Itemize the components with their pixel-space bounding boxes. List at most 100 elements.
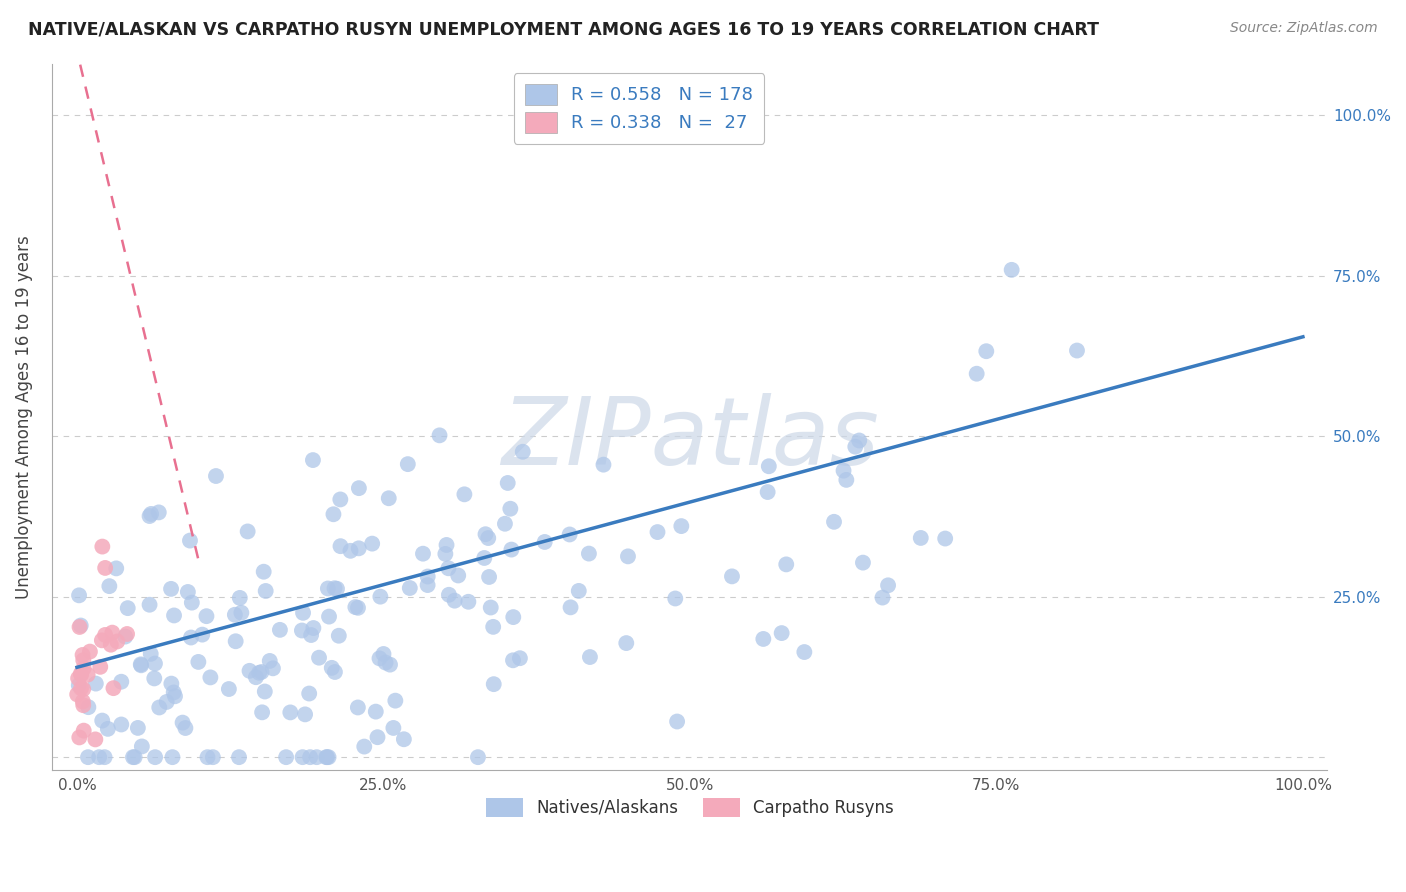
Point: [614, 636, 637, 650]
Point: [617, 549, 640, 564]
Point: [72, 694, 94, 708]
Point: [793, 645, 815, 659]
Point: [494, 516, 516, 531]
Point: [347, 541, 370, 556]
Point: [197, 750, 219, 764]
Point: [974, 344, 997, 359]
Point: [368, 651, 391, 665]
Point: [671, 519, 693, 533]
Point: [103, 681, 125, 695]
Point: [245, 670, 267, 684]
Point: [478, 570, 501, 584]
Point: [160, 582, 183, 596]
Text: Source: ZipAtlas.com: Source: ZipAtlas.com: [1230, 21, 1378, 35]
Point: [89, 750, 111, 764]
Point: [143, 750, 166, 764]
Point: [852, 556, 875, 570]
Point: [94, 561, 117, 575]
Point: [148, 505, 170, 519]
Point: [872, 591, 894, 605]
Point: [139, 647, 162, 661]
Point: [499, 501, 522, 516]
Point: [129, 658, 152, 673]
Point: [218, 681, 240, 696]
Point: [339, 544, 361, 558]
Point: [91, 540, 114, 554]
Point: [163, 685, 186, 699]
Point: [69, 620, 91, 634]
Point: [1066, 343, 1088, 358]
Point: [72, 661, 94, 675]
Y-axis label: Unemployment Among Ages 16 to 19 years: Unemployment Among Ages 16 to 19 years: [15, 235, 32, 599]
Point: [253, 684, 276, 698]
Point: [180, 596, 202, 610]
Point: [253, 565, 276, 579]
Point: [823, 515, 845, 529]
Point: [323, 581, 346, 595]
Point: [579, 650, 602, 665]
Point: [323, 665, 346, 679]
Point: [436, 538, 458, 552]
Point: [100, 638, 122, 652]
Point: [329, 539, 352, 553]
Point: [72, 698, 94, 713]
Point: [163, 608, 186, 623]
Point: [163, 690, 186, 704]
Point: [180, 631, 202, 645]
Point: [229, 591, 252, 605]
Point: [292, 606, 315, 620]
Point: [434, 547, 457, 561]
Point: [225, 634, 247, 648]
Point: [752, 632, 775, 646]
Point: [179, 533, 201, 548]
Point: [156, 695, 179, 709]
Point: [79, 644, 101, 658]
Point: [437, 588, 460, 602]
Point: [143, 657, 166, 671]
Point: [143, 672, 166, 686]
Point: [269, 623, 291, 637]
Point: [174, 721, 197, 735]
Point: [1001, 263, 1024, 277]
Point: [67, 678, 90, 692]
Point: [364, 705, 387, 719]
Point: [205, 469, 228, 483]
Point: [322, 508, 344, 522]
Point: [195, 609, 218, 624]
Point: [238, 664, 260, 678]
Point: [347, 481, 370, 495]
Point: [139, 507, 162, 521]
Point: [291, 750, 314, 764]
Point: [835, 473, 858, 487]
Point: [90, 633, 112, 648]
Point: [72, 653, 94, 667]
Point: [299, 628, 322, 642]
Point: [472, 551, 495, 566]
Point: [148, 700, 170, 714]
Point: [298, 686, 321, 700]
Point: [262, 661, 284, 675]
Point: [398, 581, 420, 595]
Point: [69, 618, 91, 632]
Point: [366, 730, 388, 744]
Point: [187, 655, 209, 669]
Point: [666, 714, 689, 729]
Point: [77, 700, 100, 714]
Point: [770, 626, 793, 640]
Point: [496, 475, 519, 490]
Point: [73, 723, 96, 738]
Point: [647, 524, 669, 539]
Point: [138, 598, 160, 612]
Point: [115, 627, 138, 641]
Legend: Natives/Alaskans, Carpatho Rusyns: Natives/Alaskans, Carpatho Rusyns: [478, 789, 903, 825]
Point: [934, 532, 956, 546]
Point: [328, 629, 350, 643]
Point: [474, 527, 496, 541]
Point: [278, 706, 301, 720]
Point: [191, 627, 214, 641]
Point: [254, 584, 277, 599]
Point: [308, 650, 330, 665]
Point: [117, 601, 139, 615]
Point: [966, 367, 988, 381]
Point: [127, 721, 149, 735]
